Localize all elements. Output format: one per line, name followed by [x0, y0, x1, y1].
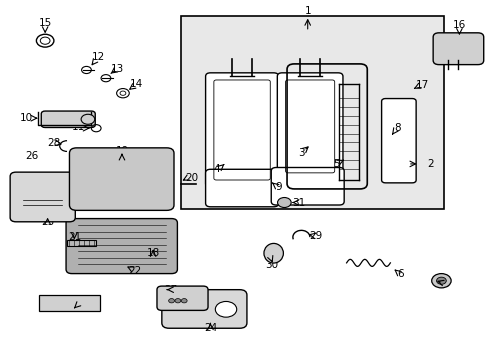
FancyBboxPatch shape	[69, 148, 174, 210]
Text: 24: 24	[203, 323, 217, 333]
Text: 27: 27	[163, 285, 177, 295]
Circle shape	[175, 298, 181, 303]
Text: 18: 18	[146, 248, 160, 258]
Text: 22: 22	[128, 266, 142, 276]
Text: 15: 15	[39, 18, 52, 28]
Text: 13: 13	[110, 64, 123, 74]
FancyBboxPatch shape	[432, 33, 483, 64]
Text: 20: 20	[185, 173, 198, 183]
Text: 30: 30	[264, 260, 277, 270]
Text: 25: 25	[73, 296, 86, 306]
Text: 19: 19	[115, 147, 128, 157]
FancyBboxPatch shape	[205, 169, 278, 207]
FancyBboxPatch shape	[39, 296, 100, 311]
Text: 29: 29	[309, 231, 322, 241]
Text: 4: 4	[213, 164, 220, 174]
FancyBboxPatch shape	[10, 172, 75, 222]
Text: 8: 8	[393, 123, 400, 133]
FancyBboxPatch shape	[66, 219, 177, 274]
Text: 11: 11	[71, 122, 84, 132]
Text: 14: 14	[130, 79, 143, 89]
Circle shape	[81, 114, 95, 124]
Text: 17: 17	[414, 80, 427, 90]
FancyBboxPatch shape	[205, 73, 278, 187]
Circle shape	[277, 198, 290, 207]
Text: 1: 1	[304, 6, 310, 16]
Text: 5: 5	[333, 159, 340, 169]
Text: 21: 21	[68, 232, 82, 242]
FancyBboxPatch shape	[41, 111, 95, 127]
Text: 6: 6	[396, 269, 403, 279]
Circle shape	[215, 301, 236, 317]
FancyBboxPatch shape	[181, 16, 443, 208]
Text: 23: 23	[41, 217, 54, 227]
FancyBboxPatch shape	[157, 286, 207, 310]
Circle shape	[181, 298, 187, 303]
Text: 16: 16	[452, 19, 465, 30]
Text: 3: 3	[298, 148, 304, 158]
Text: 7: 7	[444, 279, 450, 289]
Text: 12: 12	[92, 52, 105, 62]
FancyBboxPatch shape	[67, 240, 96, 246]
Circle shape	[436, 277, 446, 284]
Text: 28: 28	[47, 138, 61, 148]
Ellipse shape	[264, 243, 283, 263]
Text: 9: 9	[275, 182, 281, 192]
Text: 26: 26	[25, 151, 38, 161]
Circle shape	[431, 274, 450, 288]
Text: 31: 31	[292, 198, 305, 207]
FancyBboxPatch shape	[162, 290, 246, 328]
Text: 2: 2	[426, 159, 432, 169]
FancyBboxPatch shape	[271, 167, 344, 205]
FancyBboxPatch shape	[277, 73, 342, 180]
Circle shape	[168, 298, 174, 303]
FancyBboxPatch shape	[381, 99, 415, 183]
Text: 10: 10	[20, 113, 33, 123]
